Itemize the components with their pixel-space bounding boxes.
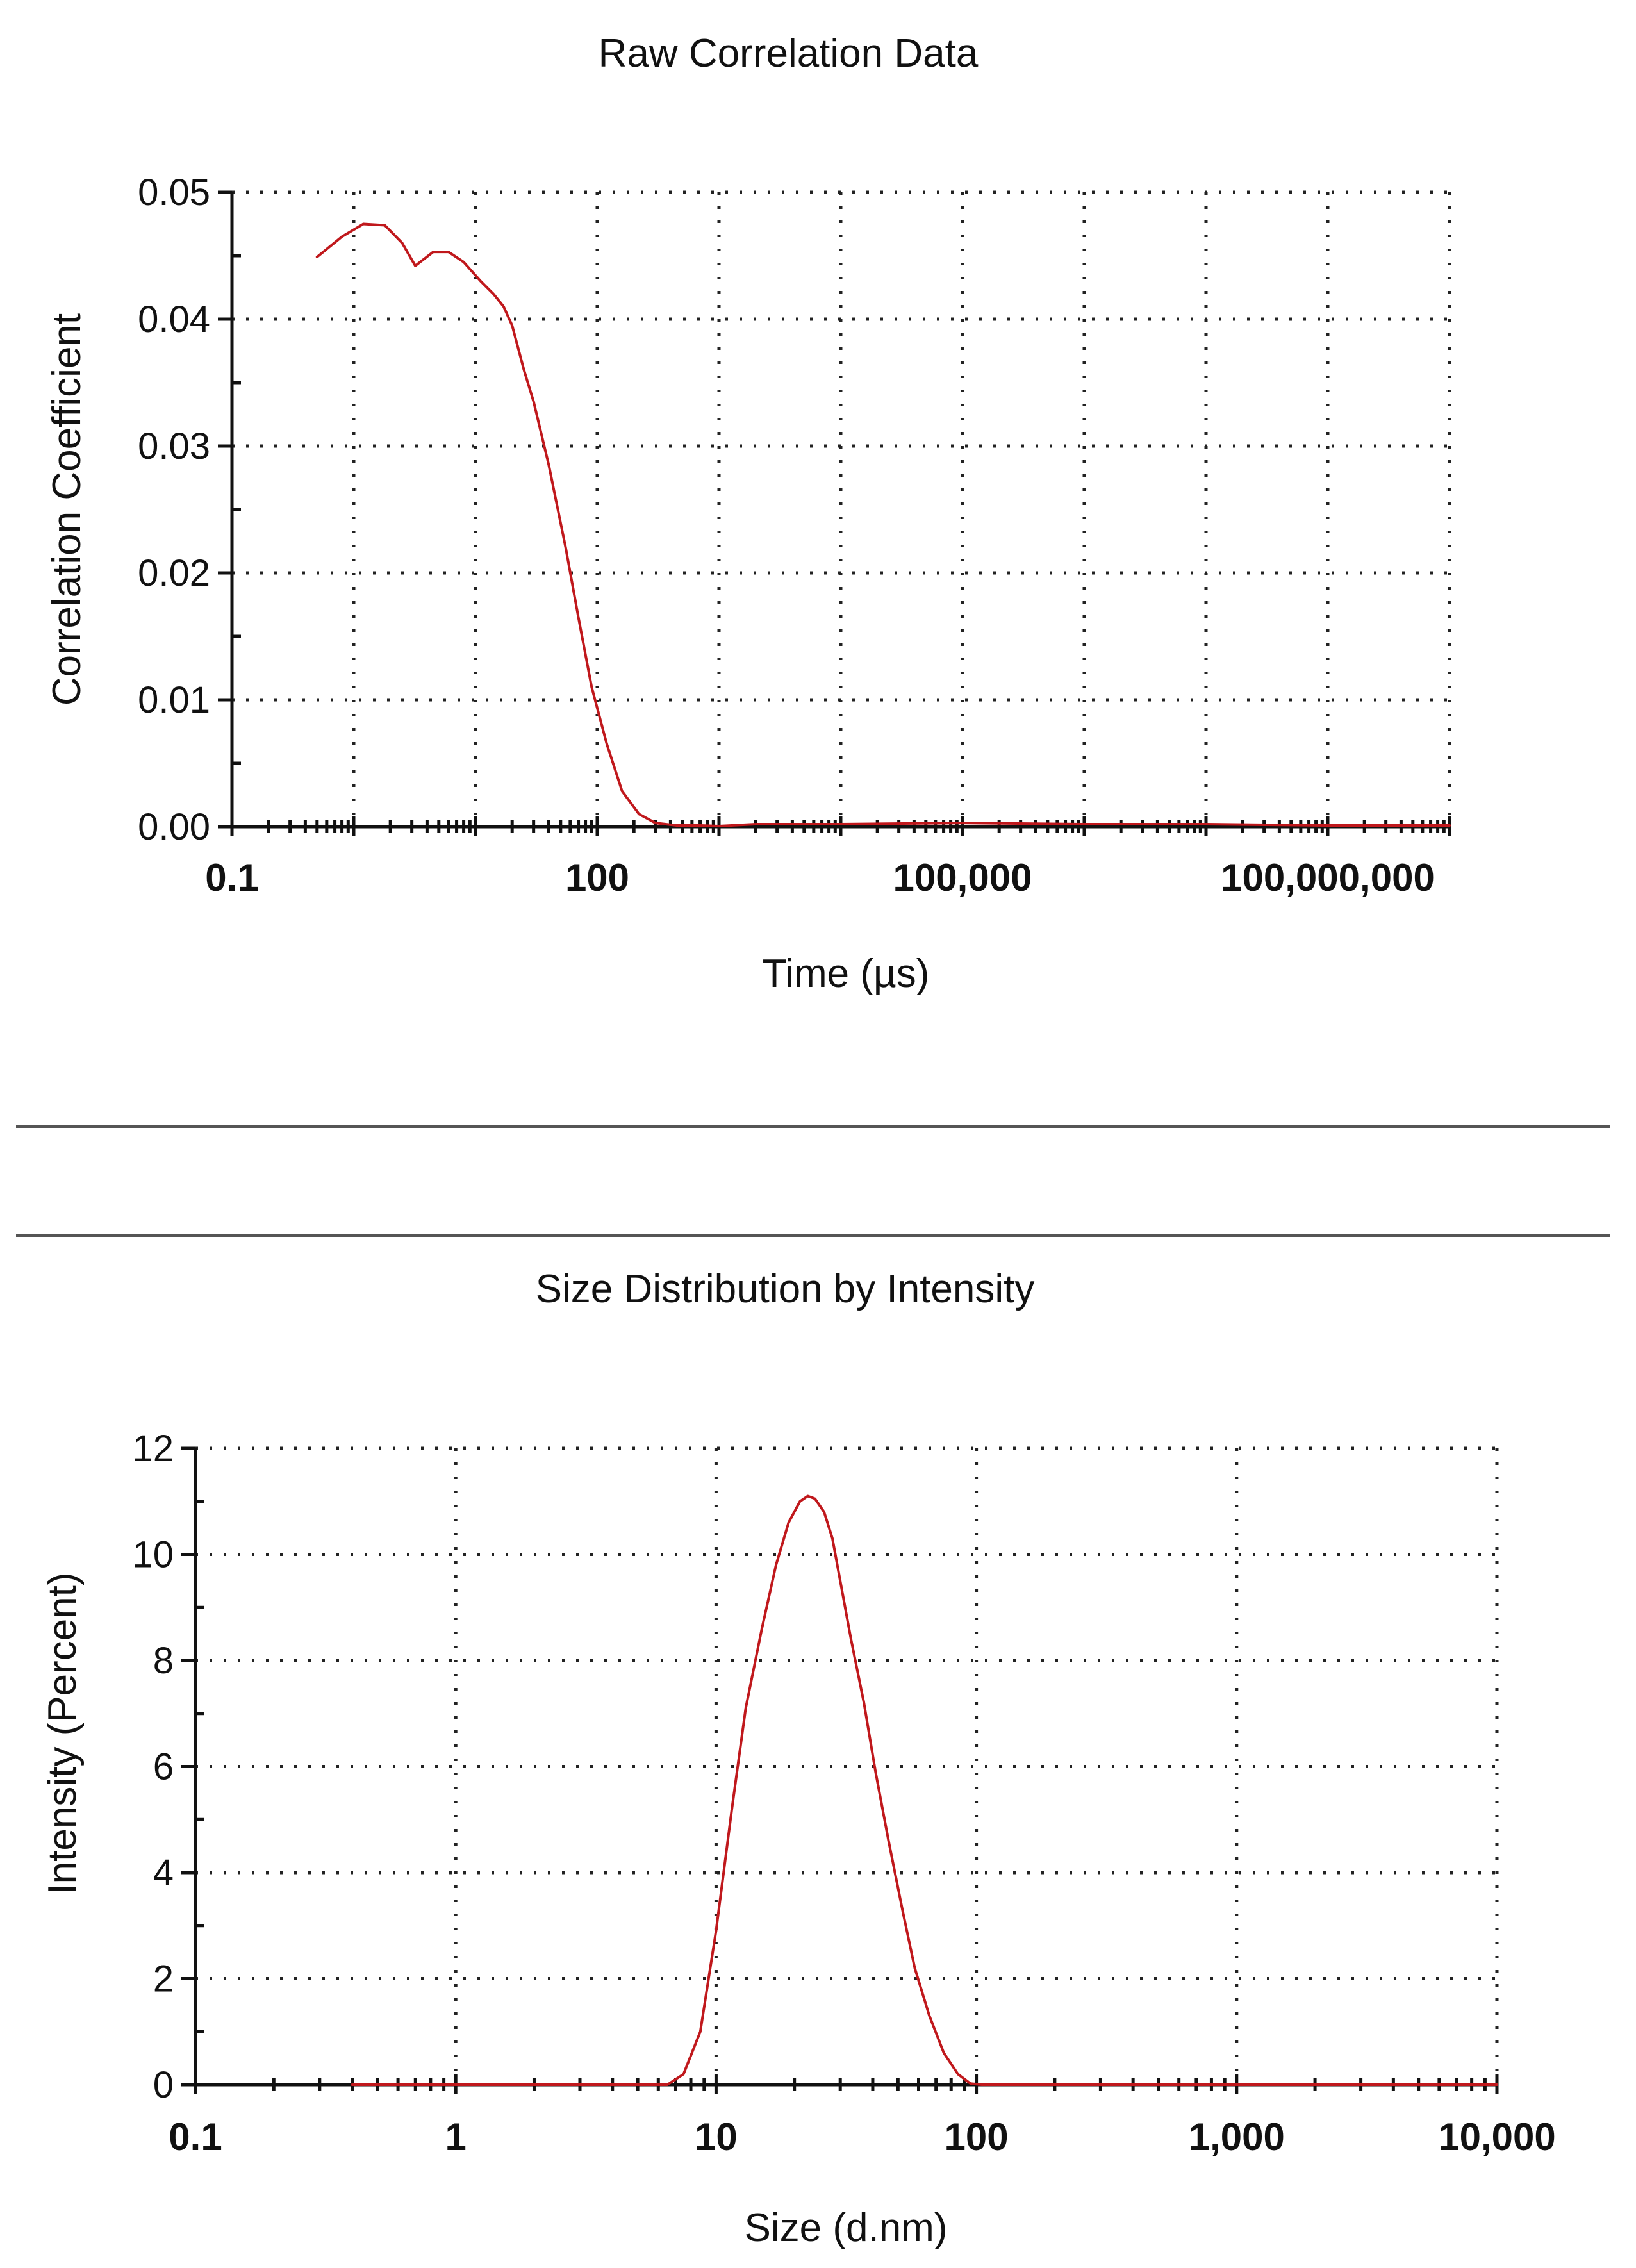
- x-tick-label: 100,000,000: [1221, 856, 1435, 899]
- y-axis-label: Intensity (Percent): [40, 1572, 85, 1894]
- raw-correlation-plot: Raw Correlation Data Time (µs) Correlati…: [45, 31, 1451, 996]
- x-tick-label: 1,000: [1189, 2115, 1285, 2158]
- x-tick-label: 100: [945, 2115, 1009, 2158]
- y-tick-label: 0.02: [138, 552, 210, 594]
- x-tick-label: 100,000: [893, 856, 1032, 899]
- raw-correlation-chart: Raw Correlation Data Time (µs) Correlati…: [0, 0, 1636, 1057]
- x-axis-label: Size (d.nm): [745, 2206, 948, 2250]
- y-axis-label: Correlation Coefficient: [45, 313, 89, 706]
- plot-area: 0 2 4 6 8 10 12 0.1 1 10 100 1,000 10,000: [132, 1428, 1555, 2158]
- x-tick-label: 10,000: [1438, 2115, 1556, 2158]
- y-tick-label: 4: [153, 1852, 174, 1894]
- divider-bottom: [16, 1234, 1610, 1237]
- x-tick-label: 0.1: [169, 2115, 222, 2158]
- y-tick-label: 0: [153, 2064, 174, 2106]
- y-tick-label: 0.04: [138, 299, 210, 340]
- chart-title: Size Distribution by Intensity: [536, 1267, 1035, 1311]
- y-tick-label: 0.05: [138, 172, 210, 213]
- y-tick-label: 0.00: [138, 806, 210, 848]
- y-tick-label: 8: [153, 1640, 174, 1682]
- x-axis-label: Time (µs): [763, 952, 930, 996]
- x-tick-label: 0.1: [205, 856, 258, 899]
- y-tick-label: 2: [153, 1958, 174, 2000]
- x-tick-label: 10: [695, 2115, 738, 2158]
- size-distribution-plot: Size Distribution by Intensity Size (d.n…: [40, 1267, 1556, 2250]
- chart-title: Raw Correlation Data: [599, 31, 979, 76]
- x-tick-label: 100: [565, 856, 629, 899]
- data-series-line: [351, 1494, 1498, 2086]
- y-tick-label: 0.01: [138, 679, 210, 721]
- size-distribution-chart: Size Distribution by Intensity Size (d.n…: [0, 1256, 1636, 2268]
- y-tick-label: 10: [132, 1534, 174, 1576]
- y-tick-label: 12: [132, 1428, 174, 1469]
- x-tick-label: 1: [445, 2115, 467, 2158]
- plot-area: 0.00 0.01 0.02 0.03 0.04 0.05 0.1 100 100,000 100…: [138, 172, 1451, 899]
- y-tick-label: 0.03: [138, 426, 210, 467]
- y-tick-label: 6: [153, 1746, 174, 1788]
- divider-top: [16, 1125, 1610, 1128]
- data-series-line: [315, 222, 1451, 827]
